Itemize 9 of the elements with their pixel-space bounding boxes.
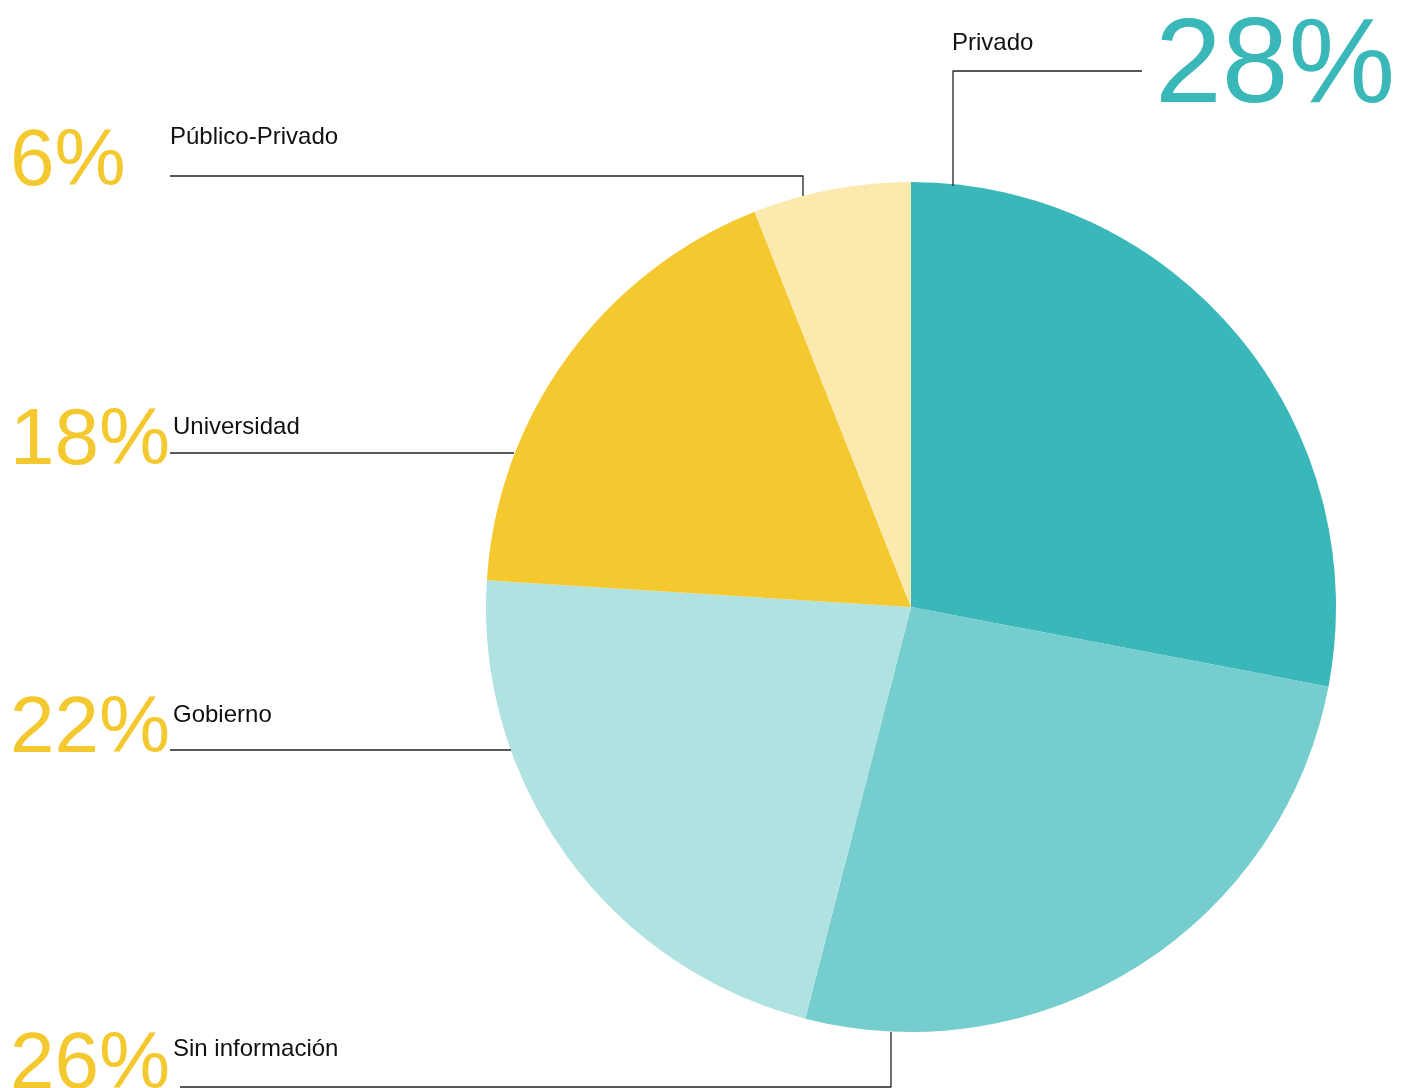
slice-label: Gobierno xyxy=(173,700,272,727)
data-label: 22% xyxy=(10,680,171,769)
data-label: 28% xyxy=(1155,0,1396,127)
data-label: 6% xyxy=(10,113,126,202)
slice-label: Sin información xyxy=(173,1034,339,1061)
slice-label: Privado xyxy=(952,28,1034,55)
slice-label: Público-Privado xyxy=(170,122,339,149)
slice-label: Universidad xyxy=(173,412,300,439)
data-label: 18% xyxy=(10,392,171,481)
